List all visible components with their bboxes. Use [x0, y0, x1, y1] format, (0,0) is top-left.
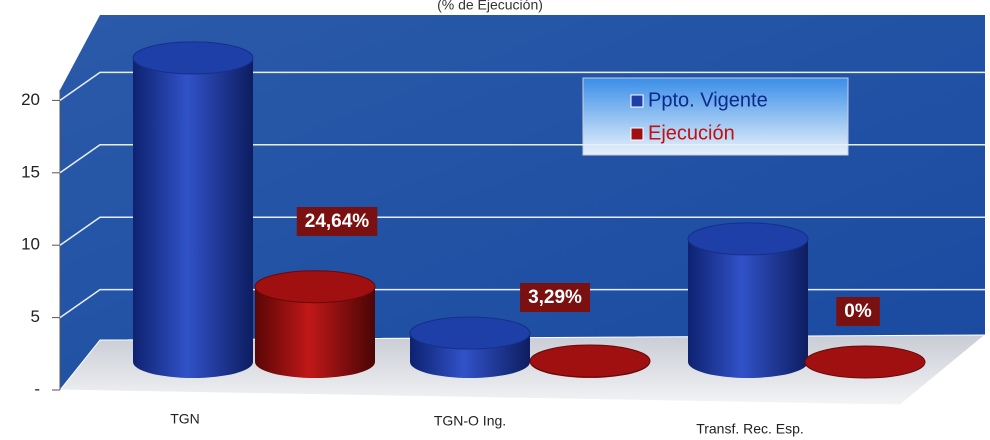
value-label: 0%: [844, 301, 872, 322]
value-label-box: [836, 297, 880, 327]
x-tick-label: Transf. Rec. Esp.: [696, 421, 804, 437]
cylinder-top: [132, 41, 254, 75]
cylinder: [409, 316, 531, 378]
y-tick-label: 15: [21, 162, 40, 181]
cylinder: [687, 222, 809, 378]
legend: Ppto. Vigente Ejecución: [582, 77, 849, 156]
cylinder-top: [687, 222, 809, 256]
cylinder: [529, 344, 651, 378]
cylinder-body: [255, 286, 375, 378]
y-tick-label: -: [34, 379, 40, 398]
value-label: 3,29%: [528, 287, 582, 308]
y-tick-label: 20: [21, 90, 40, 109]
cylinder-body: [688, 238, 808, 378]
grid-line: [59, 216, 985, 246]
legend-swatch: [630, 94, 644, 108]
grid-line: [59, 71, 985, 102]
cylinder-top: [409, 316, 531, 350]
grid-line: [59, 144, 985, 174]
cylinder-top: [804, 345, 926, 379]
legend-box: [582, 77, 849, 156]
cylinder-top: [529, 344, 651, 378]
cylinder-top: [254, 270, 376, 304]
y-tick-label: 10: [21, 235, 40, 254]
legend-label: Ejecución: [648, 122, 735, 144]
value-label-box: [296, 207, 378, 237]
legend-swatch: [630, 127, 644, 141]
value-label-box: [520, 283, 591, 313]
x-tick-label: TGN: [170, 411, 200, 427]
x-tick-label: TGN-O Ing.: [434, 413, 506, 429]
cylinder-body: [133, 57, 253, 379]
chart-subtitle: (% de Ejecución): [437, 0, 543, 13]
y-tick-label: 5: [31, 307, 40, 326]
cylinder: [804, 345, 926, 379]
cylinder: [132, 41, 254, 379]
cylinder: [254, 270, 376, 378]
value-label: 24,64%: [305, 211, 370, 232]
legend-label: Ppto. Vigente: [648, 89, 768, 111]
